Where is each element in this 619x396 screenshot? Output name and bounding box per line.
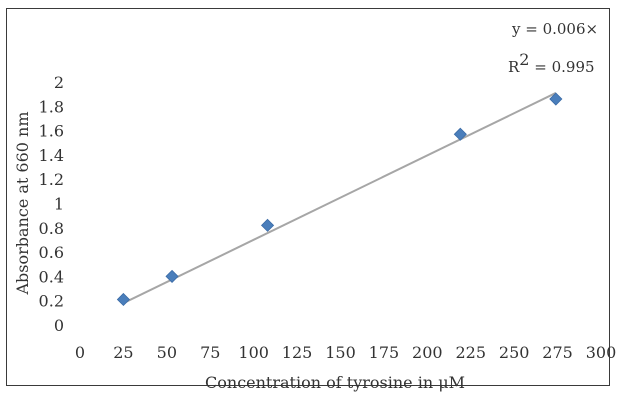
- x-tick-label: 225: [455, 343, 486, 362]
- x-tick-label: 125: [282, 343, 313, 362]
- data-point-marker: [549, 92, 563, 106]
- trendline: [122, 92, 557, 305]
- x-tick-label: 0: [75, 343, 85, 362]
- y-axis-ticks: 0 0.2 0.4 0.6 0.8 1 1.2 1.4 1.6 1.8 2: [39, 73, 64, 335]
- y-tick-label: 1.4: [39, 146, 64, 165]
- data-point-marker: [453, 127, 467, 141]
- data-point-marker: [116, 292, 130, 307]
- data-points: [116, 92, 563, 307]
- x-tick-label: 275: [542, 343, 573, 362]
- y-tick-label: 1.2: [39, 170, 64, 189]
- data-point-marker: [165, 269, 179, 283]
- data-point-marker: [260, 218, 275, 232]
- y-axis-title: Absorbance at 660 nm: [13, 111, 32, 295]
- x-tick-label: 100: [238, 343, 269, 362]
- y-tick-label: 2: [54, 73, 64, 92]
- x-tick-label: 200: [412, 343, 443, 362]
- y-tick-label: 1: [54, 195, 64, 214]
- x-tick-label: 25: [113, 343, 133, 362]
- x-tick-label: 75: [200, 343, 220, 362]
- y-tick-label: 0.8: [39, 219, 64, 238]
- x-tick-label: 250: [499, 343, 530, 362]
- y-tick-label: 0.2: [39, 292, 64, 311]
- y-tick-label: 0: [54, 316, 64, 335]
- x-tick-label: 50: [157, 343, 177, 362]
- y-tick-label: 1.8: [39, 97, 64, 116]
- x-tick-label: 175: [369, 343, 400, 362]
- y-tick-label: 0.6: [39, 243, 64, 262]
- x-tick-label: 150: [325, 343, 356, 362]
- equation-label: y = 0.006×: [511, 20, 598, 38]
- x-tick-label: 300: [586, 343, 617, 362]
- r-squared-label: R2 = 0.995: [508, 50, 595, 76]
- x-axis-ticks: 0 25 50 75 100 125 150 175 200 225 250 275 300: [75, 343, 616, 362]
- y-tick-label: 0.4: [39, 267, 64, 286]
- chart-frame: [6, 8, 610, 386]
- y-tick-label: 1.6: [39, 122, 64, 141]
- x-axis-title: Concentration of tyrosine in μM: [205, 373, 465, 392]
